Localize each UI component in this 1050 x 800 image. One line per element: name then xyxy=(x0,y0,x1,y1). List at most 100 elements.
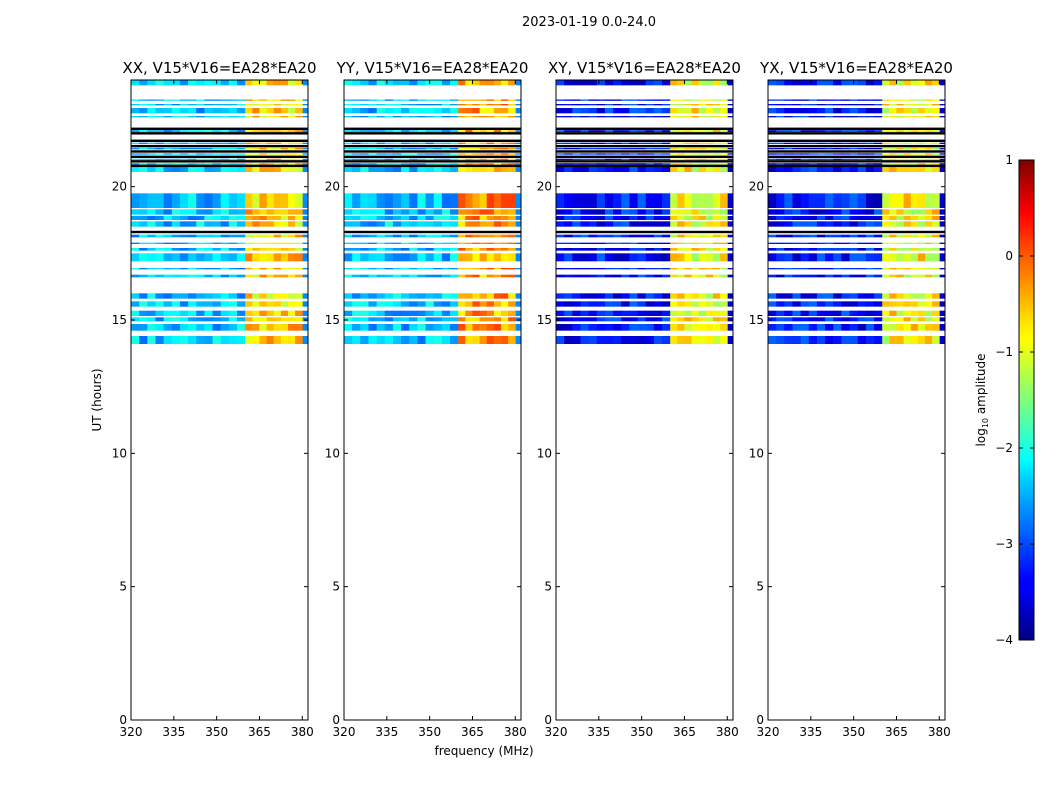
heatmap-cell xyxy=(409,166,418,172)
x-tick-label: 350 xyxy=(630,725,653,739)
heatmap-cell xyxy=(280,234,289,238)
heatmap-cell xyxy=(677,248,685,251)
heatmap-cell xyxy=(784,248,793,251)
heatmap-cell xyxy=(288,153,296,155)
heatmap-cell xyxy=(604,163,614,165)
heatmap-cell xyxy=(808,130,818,132)
heatmap-cell xyxy=(939,248,945,251)
heatmap-cell xyxy=(515,116,521,118)
heatmap-cell xyxy=(409,234,418,238)
heatmap-cell xyxy=(384,317,394,322)
heatmap-cell xyxy=(939,80,945,86)
heatmap-cell xyxy=(493,153,502,155)
heatmap-cell xyxy=(865,116,875,118)
heatmap-cell xyxy=(515,163,521,165)
heatmap-cell xyxy=(670,310,678,316)
heatmap-cell xyxy=(441,116,451,118)
heatmap-cell xyxy=(352,274,361,278)
heatmap-cell xyxy=(392,130,402,132)
heatmap-cell xyxy=(816,293,826,299)
heatmap-cell xyxy=(409,310,418,316)
heatmap-cell xyxy=(841,116,851,118)
heatmap-cell xyxy=(833,310,842,316)
heatmap-cell xyxy=(588,163,598,165)
heatmap-cell xyxy=(295,209,303,215)
heatmap-cell xyxy=(344,221,353,227)
heatmap-cell xyxy=(816,216,826,220)
heatmap-cell xyxy=(849,234,859,238)
heatmap-cell xyxy=(874,80,883,86)
heatmap-cell xyxy=(580,216,590,220)
heatmap-cell xyxy=(604,301,614,307)
heatmap-cell xyxy=(903,336,912,344)
flag-line xyxy=(768,160,945,163)
heatmap-cell xyxy=(677,253,685,262)
heatmap-cell xyxy=(849,242,859,244)
heatmap-cell xyxy=(280,163,289,165)
heatmap-cell xyxy=(204,80,214,86)
heatmap-cell xyxy=(727,317,733,322)
flag-line xyxy=(131,164,308,168)
heatmap-cell xyxy=(825,142,834,144)
heatmap-cell xyxy=(352,142,361,144)
heatmap-cell xyxy=(245,216,253,220)
heatmap-cell xyxy=(179,293,189,299)
heatmap-cell xyxy=(433,153,443,155)
heatmap-cell xyxy=(784,80,793,86)
heatmap-cell xyxy=(179,153,189,155)
heatmap-cell xyxy=(849,248,859,251)
heatmap-cell xyxy=(564,80,573,86)
heatmap-cell xyxy=(677,158,685,160)
heatmap-cell xyxy=(776,116,785,118)
heatmap-cell xyxy=(865,336,875,344)
heatmap-cell xyxy=(889,221,897,227)
heatmap-cell xyxy=(465,301,473,307)
heatmap-cell xyxy=(637,234,647,238)
heatmap-cell xyxy=(903,142,912,144)
heatmap-cell xyxy=(596,80,606,86)
heatmap-cell xyxy=(572,310,581,316)
heatmap-cell xyxy=(865,248,875,251)
heatmap-cell xyxy=(662,108,671,114)
heatmap-cell xyxy=(295,234,303,238)
heatmap-cell xyxy=(220,253,230,262)
heatmap-cell xyxy=(259,324,268,331)
heatmap-cell xyxy=(874,268,883,270)
flag-line xyxy=(131,160,308,163)
heatmap-cell xyxy=(212,293,222,299)
heatmap-cell xyxy=(917,221,926,227)
heatmap-cell xyxy=(841,99,851,101)
heatmap-cell xyxy=(677,216,685,220)
heatmap-cell xyxy=(808,216,818,220)
heatmap-cell xyxy=(784,310,793,316)
heatmap-cell xyxy=(458,234,466,238)
heatmap-cell xyxy=(441,301,451,307)
heatmap-cell xyxy=(865,193,875,208)
heatmap-cell xyxy=(465,221,473,227)
heatmap-cell xyxy=(493,104,502,106)
heatmap-cell xyxy=(196,80,205,86)
heatmap-cell xyxy=(882,234,890,238)
flag-line xyxy=(556,144,733,148)
heatmap-cell xyxy=(465,116,473,118)
heatmap-cell xyxy=(472,242,481,244)
heatmap-cell xyxy=(684,116,693,118)
heatmap-cell xyxy=(450,336,459,344)
heatmap-cell xyxy=(857,216,867,220)
heatmap-cell xyxy=(188,142,197,144)
heatmap-cell xyxy=(768,99,777,101)
heatmap-cell xyxy=(556,116,565,118)
heatmap-cell xyxy=(204,216,214,220)
heatmap-cell xyxy=(425,116,435,118)
heatmap-cell xyxy=(932,166,940,172)
heatmap-cell xyxy=(212,163,222,165)
heatmap-cell xyxy=(259,248,268,251)
heatmap-cell xyxy=(613,242,622,244)
heatmap-cell xyxy=(409,336,418,344)
heatmap-cell xyxy=(629,130,639,132)
heatmap-cell xyxy=(344,253,353,262)
heatmap-cell xyxy=(384,216,394,220)
heatmap-cell xyxy=(368,166,378,172)
heatmap-cell xyxy=(564,148,573,150)
heatmap-cell xyxy=(698,209,707,215)
